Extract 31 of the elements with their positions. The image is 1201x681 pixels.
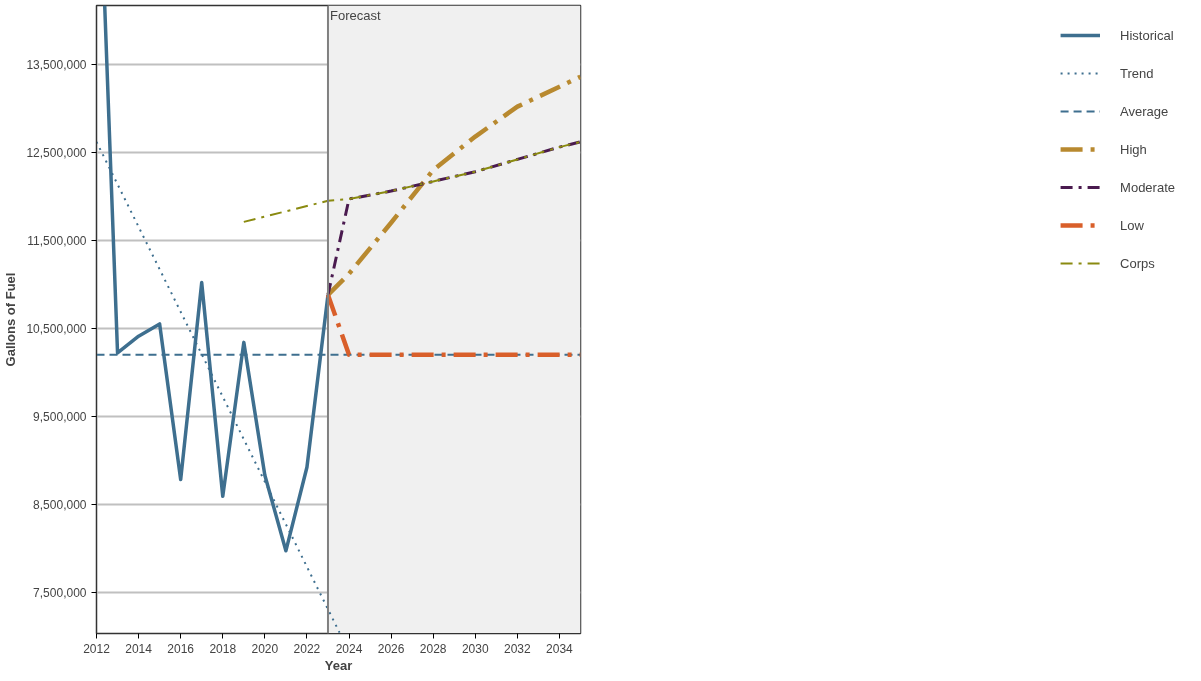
x-tick-label: 2030 (461, 641, 489, 656)
y-tick-label: 13,500,000 (26, 57, 87, 72)
y-tick-label: 9,500,000 (33, 409, 87, 424)
x-tick-label: 2028 (419, 641, 447, 656)
y-tick-label: 10,500,000 (26, 321, 87, 336)
legend-label: Corps (1120, 255, 1155, 271)
legend-label: Low (1120, 217, 1144, 233)
legend-label: Trend (1120, 65, 1154, 81)
y-tick-label: 8,500,000 (33, 497, 87, 512)
x-tick-label: 2018 (209, 641, 237, 656)
line-series (326, 140, 581, 297)
x-tick-label: 2022 (293, 641, 321, 656)
legend-label: Average (1120, 103, 1169, 119)
legend-label: High (1120, 141, 1147, 157)
y-tick-label: 7,500,000 (33, 585, 87, 600)
legend-label: Historical (1120, 27, 1174, 43)
y-axis-title: Gallons of Fuel (3, 272, 19, 367)
x-tick-label: 2016 (167, 641, 195, 656)
x-tick-label: 2026 (377, 641, 405, 656)
ref-line-label: Forecast (329, 7, 381, 23)
x-tick-label: 2034 (546, 641, 574, 656)
x-tick-label: 2012 (83, 641, 111, 656)
y-tick-label: 12,500,000 (26, 145, 87, 160)
x-tick-label: 2014 (125, 641, 153, 656)
line-series (242, 140, 581, 223)
y-tick-label: 11,500,000 (27, 233, 87, 248)
x-tick-label: 2024 (335, 641, 363, 656)
x-axis-title: Year (324, 657, 353, 673)
x-tick-label: 2020 (251, 641, 279, 656)
x-tick-label: 2032 (504, 641, 532, 656)
legend-label: Moderate (1120, 179, 1175, 195)
